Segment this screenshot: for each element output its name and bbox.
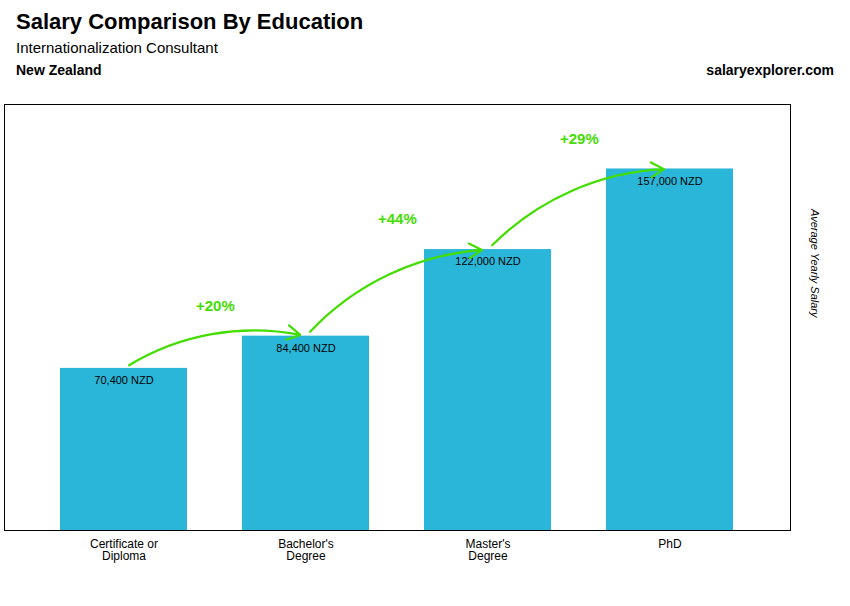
svg-text:PhD: PhD <box>658 537 682 551</box>
svg-text:70,400 NZD: 70,400 NZD <box>94 374 153 386</box>
svg-text:Average Yearly Salary: Average Yearly Salary <box>809 208 821 319</box>
svg-text:+20%: +20% <box>196 297 235 314</box>
svg-text:84,400 NZD: 84,400 NZD <box>276 342 335 354</box>
html-text:salaryexplorer.com: salaryexplorer.com <box>706 62 834 78</box>
svg-text:122,000 NZD: 122,000 NZD <box>455 255 520 267</box>
svg-text:Certificate orDiploma: Certificate orDiploma <box>90 537 158 563</box>
svg-text:+44%: +44% <box>378 210 417 227</box>
html-text:New Zealand: New Zealand <box>16 62 102 78</box>
svg-text:Master'sDegree: Master'sDegree <box>466 537 511 563</box>
svg-text:Bachelor'sDegree: Bachelor'sDegree <box>278 537 334 563</box>
html-text:Internationalization Consultan: Internationalization Consultant <box>16 39 218 56</box>
svg-text:157,000 NZD: 157,000 NZD <box>637 175 702 187</box>
html-text:Salary Comparison By Education: Salary Comparison By Education <box>16 9 364 34</box>
svg-text:+29%: +29% <box>560 130 599 147</box>
